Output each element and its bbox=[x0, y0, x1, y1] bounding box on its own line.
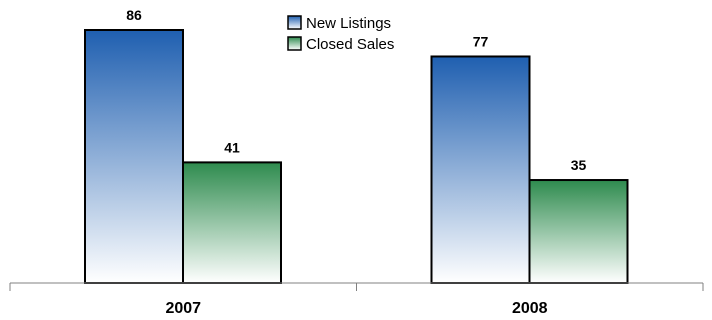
x-axis: 2007 2008 bbox=[9, 282, 704, 317]
legend-swatch-closed-sales bbox=[287, 36, 302, 51]
legend-label-new-listings: New Listings bbox=[306, 15, 391, 32]
data-label-closed-sales-2007: 41 bbox=[224, 139, 240, 155]
x-tick-label-2008: 2008 bbox=[512, 300, 548, 317]
bar-closed-sales-2008 bbox=[528, 179, 629, 284]
data-label-new-listings-2007: 86 bbox=[126, 7, 142, 23]
bars-layer bbox=[84, 29, 629, 285]
legend-label-closed-sales: Closed Sales bbox=[306, 36, 394, 53]
x-tick-label-2007: 2007 bbox=[165, 300, 201, 317]
legend: New Listings Closed Sales bbox=[287, 15, 394, 53]
legend-swatch-new-listings bbox=[287, 15, 302, 30]
data-label-closed-sales-2008: 35 bbox=[571, 157, 587, 173]
data-label-new-listings-2008: 77 bbox=[473, 33, 489, 49]
bar-closed-sales-2007 bbox=[182, 161, 282, 285]
data-labels-layer: 86 41 77 35 bbox=[126, 7, 586, 173]
bar-new-listings-2007 bbox=[84, 29, 184, 284]
bar-new-listings-2008 bbox=[430, 55, 531, 284]
